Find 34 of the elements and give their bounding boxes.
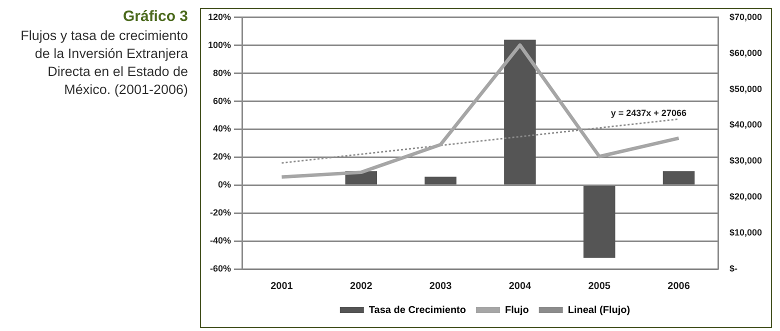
y-tick-label: -40% <box>210 236 232 246</box>
y-tick-label: 20% <box>213 152 232 162</box>
y-tick-label: 120% <box>208 12 232 22</box>
x-tick-label: 2005 <box>588 280 611 292</box>
x-tick-label: 2002 <box>350 280 373 292</box>
y-tick-label: 40% <box>213 124 232 134</box>
annotation: y = 2437x + 27066 <box>610 108 686 118</box>
chart-title: Gráfico 3 <box>122 8 188 25</box>
x-tick-label: 2004 <box>508 280 532 292</box>
legend-label: Flujo <box>504 304 529 316</box>
x-tick-label: 2003 <box>429 280 452 292</box>
y2-tick-label: $40,000 <box>729 120 762 130</box>
y-tick-label: 80% <box>213 68 232 78</box>
y2-tick-label: $60,000 <box>729 48 762 58</box>
y2-tick-label: $50,000 <box>729 84 762 94</box>
y-tick-label: -20% <box>210 208 232 218</box>
y2-tick-label: $20,000 <box>729 192 762 202</box>
y-tick-label: 100% <box>208 40 232 50</box>
y-tick-label: 60% <box>213 96 232 106</box>
y2-tick-label: $10,000 <box>729 228 762 238</box>
legend-label: Lineal (Flujo) <box>568 304 630 316</box>
legend-label: Tasa de Crecimiento <box>368 304 466 316</box>
y2-tick-label: $30,000 <box>729 156 762 166</box>
y-tick-label: 0% <box>218 180 232 190</box>
bar <box>424 176 456 184</box>
bar <box>662 171 695 184</box>
y2-tick-label: $- <box>729 263 738 274</box>
text: Flujos y tasa de crecimiento de la Inversión Extranjera Directa en el Estado de México. (2001-2006) <box>20 27 188 99</box>
y-tick-label: -60% <box>210 263 232 274</box>
x-tick-label: 2001 <box>270 280 294 292</box>
y2-tick-label: $70,000 <box>729 12 762 22</box>
x-tick-label: 2006 <box>668 280 690 292</box>
bar <box>583 186 616 258</box>
bar <box>504 40 536 184</box>
